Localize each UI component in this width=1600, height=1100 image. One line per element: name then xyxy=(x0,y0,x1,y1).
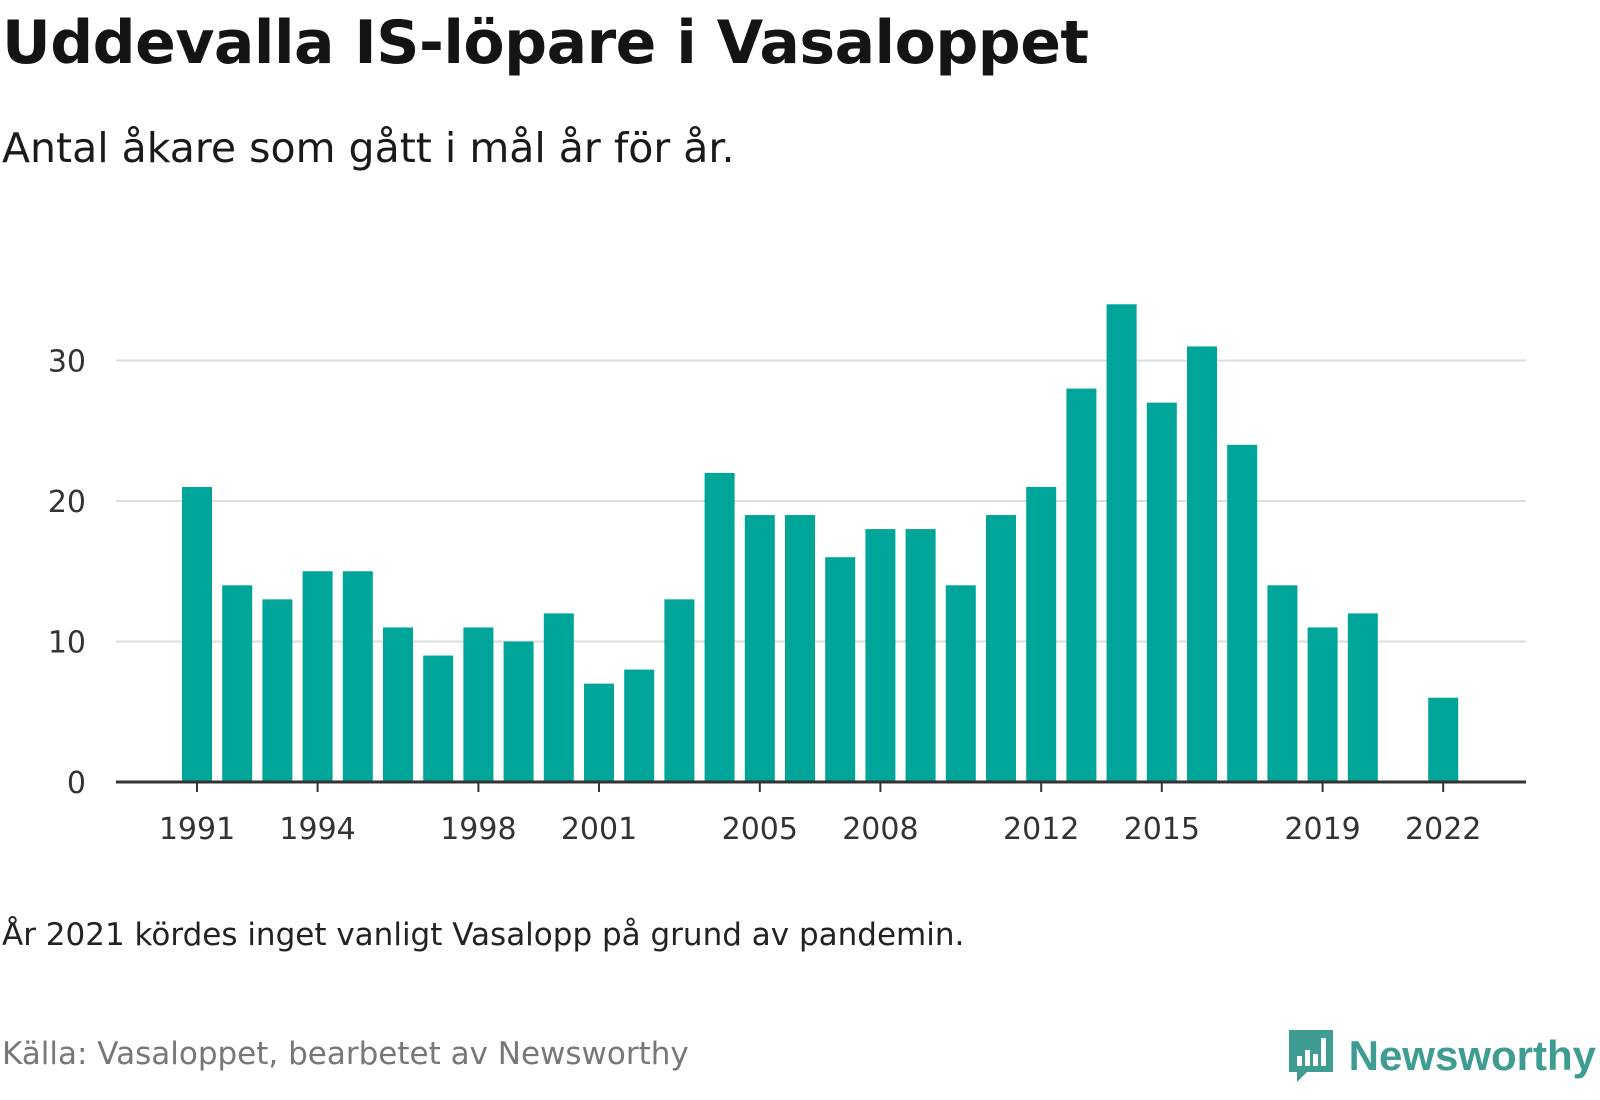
x-tick-label: 1991 xyxy=(159,812,235,847)
bar-2001 xyxy=(584,683,614,782)
bar-1999 xyxy=(503,641,534,782)
x-tick-label: 2005 xyxy=(722,812,798,847)
bar-2002 xyxy=(624,669,655,782)
bar-2009 xyxy=(905,529,936,782)
y-tick-label: 0 xyxy=(67,766,86,801)
bar-2020 xyxy=(1347,613,1378,782)
bar-2017 xyxy=(1227,444,1258,782)
bar-2016 xyxy=(1187,346,1217,782)
x-axis-ticks: 1991 1994 1998 2001 2005 2008 2012 2015 2019 2022 xyxy=(159,782,1481,847)
brand-logo: Newsworthy xyxy=(1285,1028,1596,1084)
bar-2013 xyxy=(1066,388,1097,782)
x-tick-label: 2012 xyxy=(1003,812,1079,847)
bar-2006 xyxy=(785,515,815,782)
bar-2004 xyxy=(704,472,735,782)
x-tick-label: 1998 xyxy=(440,812,516,847)
bar-1992 xyxy=(222,585,253,782)
bar-1991 xyxy=(182,486,212,782)
chart-note: År 2021 kördes inget vanligt Vasalopp på… xyxy=(2,917,965,953)
bar-2003 xyxy=(664,599,695,782)
x-tick-label: 2022 xyxy=(1405,812,1481,847)
bar-2005 xyxy=(744,515,775,782)
bar-1996 xyxy=(383,627,413,782)
bar-2022 xyxy=(1428,697,1459,782)
bar-2018 xyxy=(1267,585,1298,782)
x-tick-label: 2008 xyxy=(842,812,918,847)
chart-subtitle: Antal åkare som gått i mål år för år. xyxy=(2,124,735,172)
source-credit: Källa: Vasaloppet, bearbetet av Newswort… xyxy=(2,1036,689,1072)
x-tick-label: 1994 xyxy=(279,812,355,847)
bar-2000 xyxy=(543,613,574,782)
bar-1997 xyxy=(423,655,454,782)
y-tick-label: 20 xyxy=(48,485,86,520)
y-axis-ticks: 0 10 20 30 xyxy=(48,345,86,802)
y-tick-label: 30 xyxy=(48,345,86,380)
chart-title: Uddevalla IS-löpare i Vasaloppet xyxy=(2,8,1089,78)
x-tick-label: 2001 xyxy=(561,812,637,847)
bar-2019 xyxy=(1307,627,1338,782)
bars xyxy=(182,304,1459,782)
bar-1998 xyxy=(463,627,494,782)
newsworthy-logo-icon xyxy=(1288,1030,1333,1082)
bar-2010 xyxy=(945,585,976,782)
x-tick-label: 2019 xyxy=(1284,812,1360,847)
x-tick-label: 2015 xyxy=(1124,812,1200,847)
bar-2007 xyxy=(825,557,856,782)
bar-2008 xyxy=(865,529,896,782)
bar-2012 xyxy=(1026,486,1057,782)
y-tick-label: 10 xyxy=(48,626,86,661)
bar-1995 xyxy=(342,571,373,782)
bar-chart: 0 10 20 30 1991 1994 1998 2001 2005 2008 2012 2015… xyxy=(48,304,1526,847)
bar-2015 xyxy=(1146,402,1177,782)
bar-1994 xyxy=(302,571,333,782)
brand-name: Newsworthy xyxy=(1348,1032,1596,1079)
bar-2011 xyxy=(986,515,1016,782)
bar-1993 xyxy=(262,599,293,782)
bar-2014 xyxy=(1106,304,1137,782)
